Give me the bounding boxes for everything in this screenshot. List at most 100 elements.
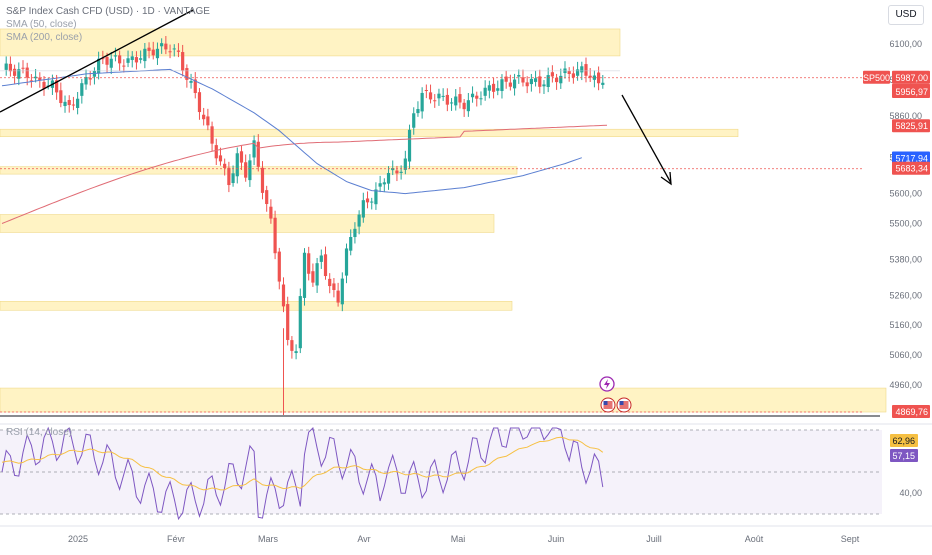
candle-body: [538, 76, 542, 87]
candle-body: [181, 52, 185, 71]
candle: [168, 44, 172, 59]
candle: [374, 182, 378, 210]
candle: [323, 246, 328, 280]
candle: [67, 95, 71, 113]
candle: [126, 50, 130, 68]
price-tag-text: 5987,00: [895, 73, 928, 83]
price-tag-sma50: [892, 151, 930, 165]
sma50-legend[interactable]: SMA (50, close): [6, 19, 77, 30]
candle-body: [454, 96, 458, 106]
price-tag-text: 5956,97: [895, 87, 928, 97]
flag-canton: [619, 401, 624, 405]
candle: [496, 80, 500, 96]
candle: [340, 272, 344, 312]
candle-body: [176, 50, 181, 52]
candle-body: [130, 56, 134, 61]
sma200-legend[interactable]: SMA (200, close): [6, 32, 83, 43]
candle: [17, 62, 21, 86]
candle: [361, 192, 365, 223]
candle-body: [34, 76, 38, 79]
support-zone-4: [0, 214, 495, 233]
candle-body: [160, 43, 164, 47]
price-tag-bg: [892, 405, 930, 419]
candle: [155, 42, 160, 65]
candle: [97, 51, 101, 80]
candle: [437, 88, 441, 106]
candle: [588, 68, 592, 82]
candle: [596, 66, 601, 91]
candle-body: [244, 162, 248, 178]
price-tag-level3: [892, 161, 930, 175]
candle-body: [483, 87, 487, 96]
candle-body: [601, 82, 605, 85]
candle-body: [223, 163, 227, 169]
candle: [218, 147, 223, 166]
rsi-legend[interactable]: RSI (14, close): [6, 427, 73, 438]
candle-body: [559, 75, 563, 84]
candle-body: [542, 84, 546, 87]
candle: [559, 68, 563, 89]
time-tick-label: Avr: [357, 534, 370, 544]
candle: [433, 94, 437, 108]
candle: [122, 59, 126, 73]
candle: [592, 70, 596, 88]
rsi-tag-text: 62,96: [892, 436, 915, 446]
candle: [349, 229, 353, 256]
candle-body: [38, 77, 42, 81]
candle: [143, 42, 147, 69]
price-tick-label: 5060,00: [889, 350, 922, 360]
symbol-tag: [863, 70, 890, 84]
sma50-line: [1, 68, 582, 195]
candle: [286, 296, 290, 346]
time-tick-label: Juill: [646, 534, 662, 544]
candle: [55, 74, 59, 100]
candle: [445, 88, 449, 112]
candle-body: [319, 255, 323, 262]
lightning-glyph: [604, 379, 610, 389]
candle: [441, 88, 445, 102]
candle: [302, 248, 307, 306]
candle-body: [424, 89, 428, 91]
candle-body: [584, 64, 588, 76]
candle-body: [218, 155, 223, 162]
candle: [336, 282, 340, 307]
candle-body: [370, 201, 374, 203]
price-tag-level1: [892, 85, 930, 99]
candle-body: [382, 182, 386, 185]
candle-body: [344, 248, 349, 276]
candle: [420, 87, 424, 119]
candle: [281, 277, 286, 313]
candle: [84, 69, 88, 90]
support-zone-5: [0, 300, 513, 311]
candle: [491, 77, 496, 99]
candle: [80, 78, 84, 104]
candle-body: [357, 214, 361, 227]
rsi-tag-bg: [890, 434, 918, 447]
candle-body: [395, 170, 399, 174]
candle-body: [361, 200, 365, 218]
candle-body: [512, 79, 517, 89]
price-tag-text: 4869,76: [895, 407, 928, 417]
candle: [487, 80, 491, 99]
candle-body: [29, 80, 34, 82]
candle-body: [197, 92, 202, 113]
flag-canton: [603, 401, 608, 405]
candle: [399, 165, 403, 180]
candle-body: [265, 190, 269, 205]
candle: [449, 98, 454, 111]
candle-body: [504, 76, 508, 82]
candle: [239, 145, 244, 170]
candle: [365, 191, 370, 209]
candle: [307, 246, 311, 281]
candle-body: [118, 55, 122, 64]
price-tag-bg: [892, 70, 930, 84]
currency-button[interactable]: USD: [888, 5, 924, 25]
candle-body: [449, 102, 454, 104]
candle-body: [55, 80, 59, 93]
symbol-title[interactable]: S&P Index Cash CFD (USD) · 1D · VANTAGE: [6, 6, 210, 17]
candle: [554, 73, 559, 90]
candle: [601, 74, 605, 89]
candle: [210, 121, 214, 152]
